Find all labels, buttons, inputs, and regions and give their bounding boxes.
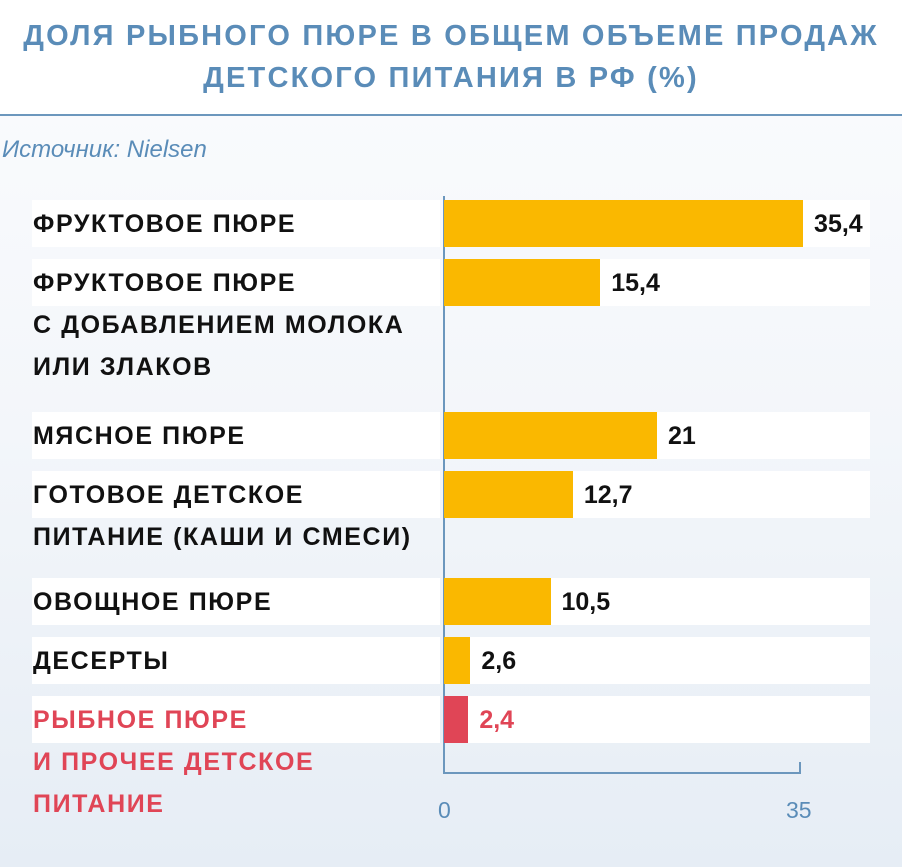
row-label-background bbox=[32, 412, 440, 459]
bar bbox=[444, 637, 471, 684]
bar bbox=[444, 412, 657, 459]
category-label: И ПРОЧЕЕ ДЕТСКОЕ bbox=[33, 748, 315, 776]
category-label: ПИТАНИЕ (КАШИ И СМЕСИ) bbox=[33, 523, 412, 551]
category-label: ФРУКТОВОЕ ПЮРЕ bbox=[33, 210, 297, 238]
category-label: ГОТОВОЕ ДЕТСКОЕ bbox=[33, 481, 305, 509]
chart-row bbox=[32, 637, 870, 684]
header: ДОЛЯ РЫБНОГО ПЮРЕ В ОБЩЕМ ОБЪЕМЕ ПРОДАЖ … bbox=[0, 0, 902, 116]
row-label-background bbox=[32, 259, 440, 306]
chart-row bbox=[32, 412, 870, 459]
bar bbox=[444, 259, 601, 306]
row-label-background bbox=[32, 200, 440, 247]
category-label: ФРУКТОВОЕ ПЮРЕ bbox=[33, 269, 297, 297]
category-label: ИЛИ ЗЛАКОВ bbox=[33, 353, 213, 381]
source-note: Источник: Nielsen bbox=[2, 136, 207, 163]
title-line-1: ДОЛЯ РЫБНОГО ПЮРЕ В ОБЩЕМ ОБЪЕМЕ ПРОДАЖ bbox=[23, 20, 879, 52]
row-label-background bbox=[32, 637, 440, 684]
value-label: 10,5 bbox=[561, 588, 611, 616]
bar bbox=[444, 696, 469, 743]
category-label: МЯСНОЕ ПЮРЕ bbox=[33, 422, 246, 450]
x-axis-line bbox=[443, 772, 801, 774]
category-label: ДЕСЕРТЫ bbox=[33, 647, 170, 675]
row-label-background bbox=[32, 696, 440, 743]
tick-label-0: 0 bbox=[438, 797, 451, 823]
row-bar-background bbox=[444, 637, 870, 684]
value-label: 21 bbox=[668, 422, 696, 450]
category-label: ПИТАНИЕ bbox=[33, 790, 165, 818]
title-line-2: ДЕТСКОГО ПИТАНИЯ В РФ (%) bbox=[203, 62, 699, 94]
value-label: 15,4 bbox=[611, 269, 660, 297]
chart-row bbox=[32, 696, 870, 743]
value-label: 35,4 bbox=[814, 210, 863, 238]
category-label: РЫБНОЕ ПЮРЕ bbox=[33, 706, 248, 734]
category-label: ОВОЩНОЕ ПЮРЕ bbox=[33, 588, 273, 616]
bar bbox=[444, 200, 804, 247]
value-label: 2,6 bbox=[481, 647, 517, 675]
row-bar-background bbox=[444, 696, 870, 743]
value-label: 2,4 bbox=[479, 706, 515, 734]
category-label: С ДОБАВЛЕНИЕМ МОЛОКА bbox=[33, 311, 405, 339]
bar bbox=[444, 471, 573, 518]
tick-label-35: 35 bbox=[786, 797, 812, 823]
x-axis-tick-35 bbox=[799, 762, 801, 774]
value-label: 12,7 bbox=[583, 481, 633, 509]
bar bbox=[444, 578, 551, 625]
row-label-background bbox=[32, 578, 440, 625]
row-label-background bbox=[32, 471, 440, 518]
